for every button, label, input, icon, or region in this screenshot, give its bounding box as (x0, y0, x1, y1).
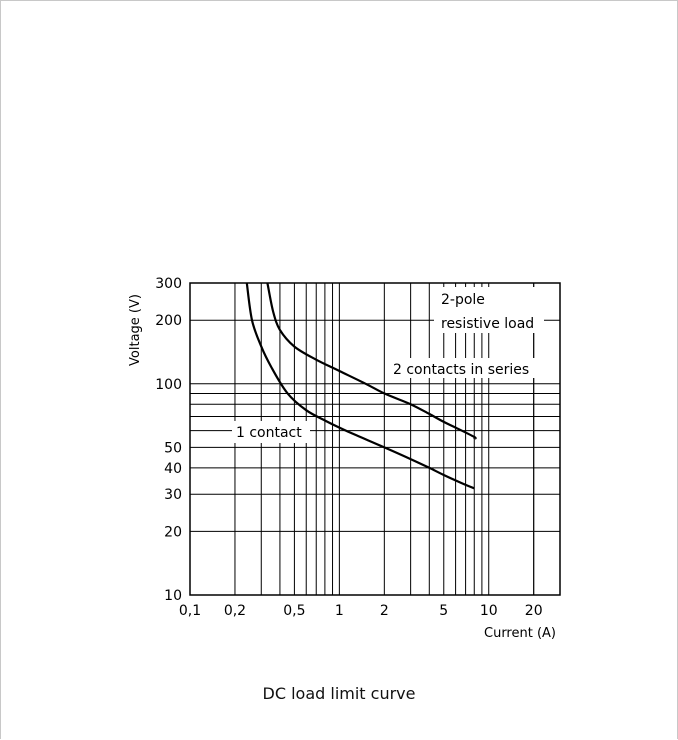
annotation-bg-1contact (232, 421, 310, 443)
series-line-two-contacts-in-series (266, 282, 477, 440)
x-axis-label: Current (A) (484, 626, 556, 641)
y-tick-label: 20 (164, 524, 182, 540)
annotation-resistive-load: resistive load (441, 316, 534, 332)
chart-caption: DC load limit curve (262, 684, 416, 703)
x-tick-label: 1 (335, 603, 344, 619)
y-tick-label: 50 (164, 440, 182, 456)
x-tick-label: 20 (525, 603, 543, 619)
tick-labels: 10 20 30 40 50 100 200 300 0,1 0,2 0,5 1 2 5 10 20 (155, 276, 542, 619)
x-tick-label: 5 (439, 603, 448, 619)
annotation-2-contacts-in-series: 2 contacts in series (393, 362, 529, 378)
annotation-bg-series (390, 358, 538, 378)
annotation-bg-2pole (434, 287, 544, 333)
x-tick-label: 10 (480, 603, 498, 619)
y-tick-label: 100 (155, 377, 182, 393)
y-axis-label: Voltage (V) (128, 294, 143, 366)
x-tick-label: 2 (380, 603, 389, 619)
curves-layer (245, 282, 477, 490)
annotation-1-contact: 1 contact (236, 425, 302, 441)
plot-area-border (189, 282, 561, 596)
y-tick-label: 10 (164, 588, 182, 604)
y-tick-label: 30 (164, 487, 182, 503)
y-tick-label: 200 (155, 313, 182, 329)
grid-layer (190, 283, 560, 595)
series-line-one-contact (245, 282, 475, 490)
x-tick-label: 0,2 (224, 603, 246, 619)
x-tick-label: 0,5 (283, 603, 305, 619)
annotation-2-pole: 2-pole (441, 292, 485, 308)
x-tick-label: 0,1 (179, 603, 201, 619)
dc-load-limit-chart: 10 20 30 40 50 100 200 300 0,1 0,2 0,5 1 2 5 10 20 2-po… (128, 276, 561, 641)
y-tick-label: 40 (164, 461, 182, 477)
y-tick-label: 300 (155, 276, 182, 292)
